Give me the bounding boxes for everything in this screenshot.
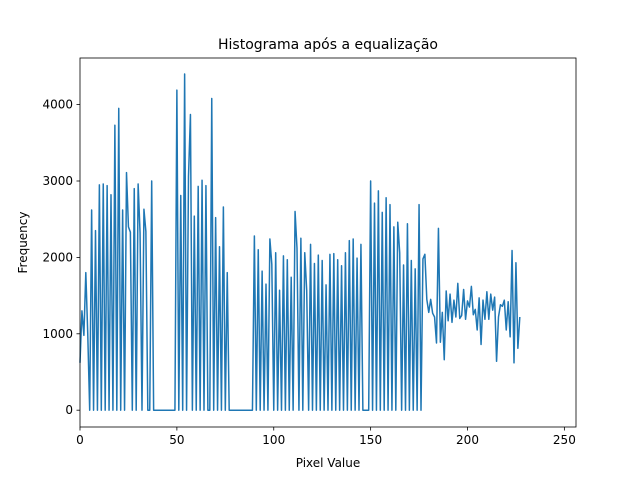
y-tick-label: 0 (65, 403, 73, 417)
plot-area (79, 73, 521, 411)
y-axis: 0 1000 2000 3000 4000 (42, 98, 80, 417)
chart-title: Histograma após a equalização (218, 37, 438, 53)
x-axis: 0 50 100 150 200 250 (76, 427, 576, 447)
x-tick-label: 250 (553, 433, 576, 447)
x-tick-label: 150 (359, 433, 382, 447)
axes-frame (79, 57, 577, 428)
x-tick-label: 200 (456, 433, 479, 447)
y-tick-label: 3000 (42, 174, 73, 188)
x-tick-label: 0 (76, 433, 84, 447)
x-tick-label: 100 (262, 433, 285, 447)
x-axis-label: Pixel Value (296, 456, 361, 470)
series-line (79, 73, 521, 411)
x-tick-label: 50 (169, 433, 184, 447)
y-tick-label: 1000 (42, 327, 73, 341)
y-tick-label: 2000 (42, 250, 73, 264)
y-axis-label: Frequency (16, 212, 30, 274)
y-tick-label: 4000 (42, 98, 73, 112)
